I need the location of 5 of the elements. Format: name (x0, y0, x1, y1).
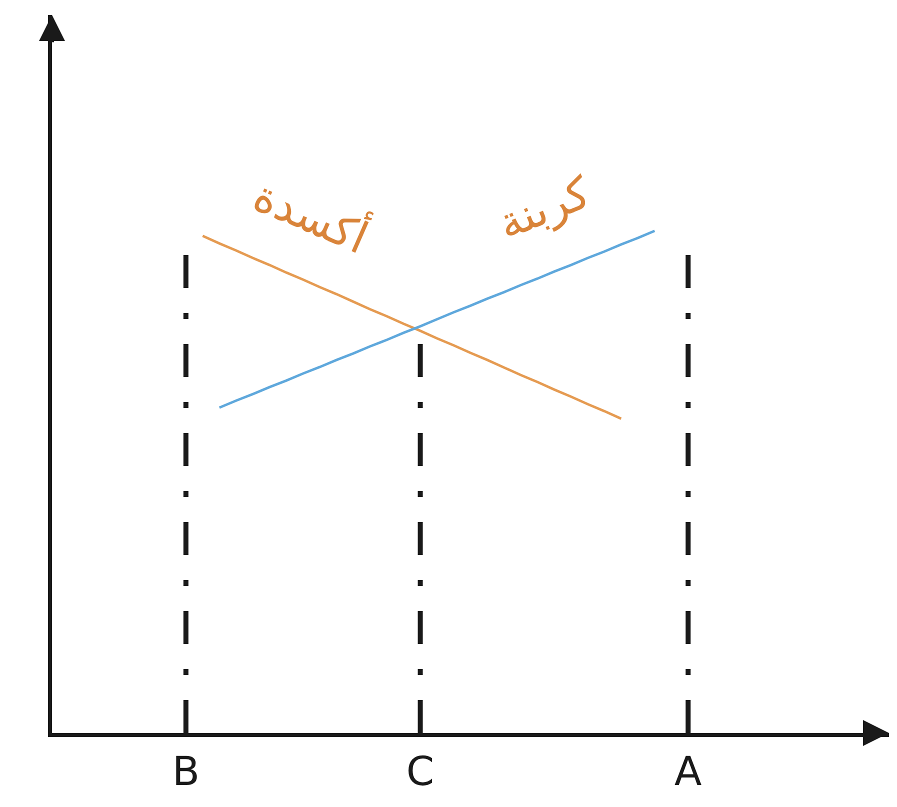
x-tick-label: C (406, 749, 434, 795)
text: كربنة (490, 167, 598, 250)
x-tick-label: A (674, 749, 702, 795)
x-tick-label: B (172, 749, 200, 795)
text: أكسدة (246, 166, 377, 264)
